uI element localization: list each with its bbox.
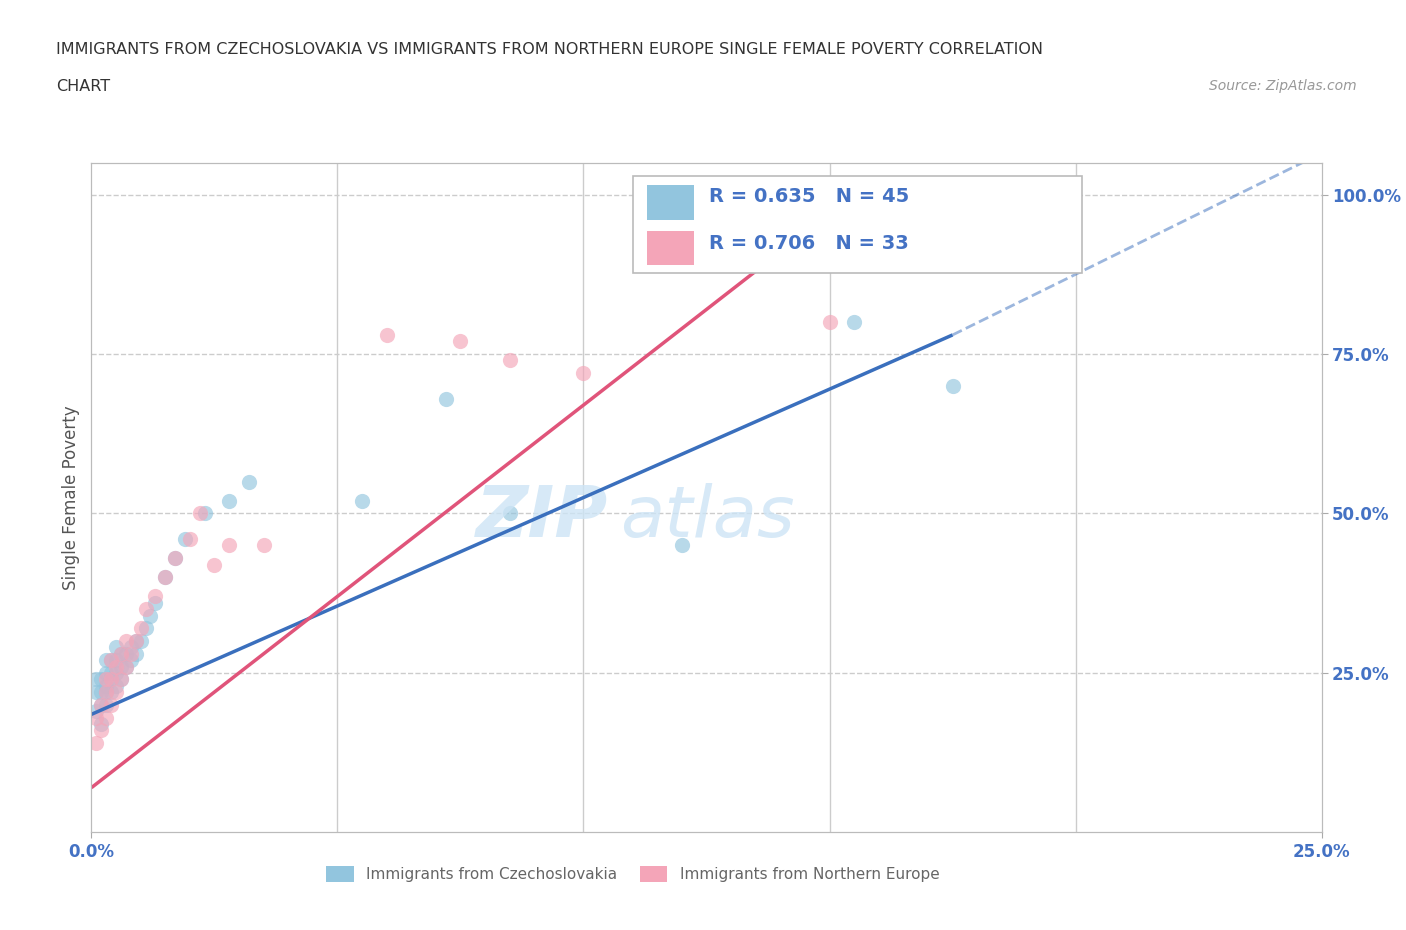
Y-axis label: Single Female Poverty: Single Female Poverty [62,405,80,590]
Point [86,684,108,699]
Point [100,684,122,699]
Point [96,671,117,686]
Text: ZIP: ZIP [475,484,607,552]
Point [818,314,841,329]
Point [90,671,112,686]
Point [352,493,374,508]
Point [174,532,197,547]
Point [120,640,142,655]
Point [129,621,152,636]
Point [153,570,177,585]
Point [110,671,132,686]
Text: IMMIGRANTS FROM CZECHOSLOVAKIA VS IMMIGRANTS FROM NORTHERN EUROPE SINGLE FEMALE : IMMIGRANTS FROM CZECHOSLOVAKIA VS IMMIGR… [56,42,1043,57]
Point [179,532,201,547]
Bar [647,185,695,219]
Point [105,659,127,674]
Point [124,633,146,648]
Point [105,678,127,693]
Point [100,671,122,686]
Point [110,646,132,661]
Point [163,551,186,565]
Point [105,640,127,655]
Point [90,723,112,737]
Point [100,671,122,686]
Point [86,704,108,719]
Bar [647,231,695,265]
Point [90,716,112,731]
Point [218,493,240,508]
Point [110,646,132,661]
Point [105,653,127,668]
Point [124,646,146,661]
Point [449,334,471,349]
Text: R = 0.706   N = 33: R = 0.706 N = 33 [709,233,908,253]
Point [572,365,595,380]
Point [110,659,132,674]
Point [842,314,865,329]
Point [120,653,142,668]
Point [238,474,260,489]
Point [100,653,122,668]
Point [253,538,276,552]
Point [434,392,457,406]
Point [96,711,117,725]
FancyBboxPatch shape [633,176,1081,273]
Point [153,570,177,585]
Point [135,602,156,617]
Point [188,506,211,521]
Point [100,653,122,668]
Point [90,698,112,712]
Point [202,557,225,572]
Point [105,684,127,699]
Point [163,551,186,565]
Point [129,633,152,648]
Point [86,736,108,751]
Text: R = 0.635   N = 45: R = 0.635 N = 45 [709,187,910,206]
Point [941,379,963,393]
Point [114,659,138,674]
Point [498,506,520,521]
Text: CHART: CHART [56,79,110,94]
Legend: Immigrants from Czechoslovakia, Immigrants from Northern Europe: Immigrants from Czechoslovakia, Immigran… [321,860,945,888]
Point [105,666,127,681]
Point [120,646,142,661]
Point [114,633,138,648]
Point [96,653,117,668]
Point [96,684,117,699]
Point [90,698,112,712]
Point [145,589,166,604]
Point [114,646,138,661]
Point [145,595,166,610]
Point [671,538,693,552]
Point [96,666,117,681]
Point [100,698,122,712]
Point [124,633,146,648]
Point [90,684,112,699]
Point [498,353,520,368]
Point [114,659,138,674]
Point [96,698,117,712]
Point [139,608,162,623]
Text: atlas: atlas [620,484,794,552]
Point [86,671,108,686]
Point [135,621,156,636]
Point [100,666,122,681]
Point [375,327,398,342]
Text: Source: ZipAtlas.com: Source: ZipAtlas.com [1209,79,1357,93]
Point [96,684,117,699]
Point [110,671,132,686]
Point [86,711,108,725]
Point [96,678,117,693]
Point [218,538,240,552]
Point [193,506,217,521]
